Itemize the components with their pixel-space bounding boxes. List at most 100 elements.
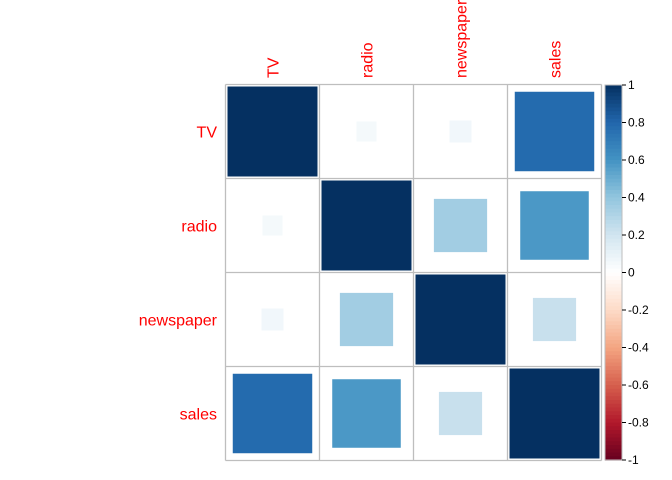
colorbar-segment: [605, 377, 622, 382]
cell-tv-newspaper: [449, 120, 472, 143]
colorbar-segment: [605, 385, 622, 390]
colorbar-segment: [605, 418, 622, 424]
colorbar-segment: [605, 148, 622, 154]
colorbar-segment: [605, 257, 622, 262]
row-label-radio: radio: [181, 219, 217, 236]
colorbar-segment: [605, 216, 622, 221]
colorbar-segment: [605, 163, 622, 169]
colorbar-segment: [605, 313, 622, 319]
colorbar-tick-label: 0: [628, 266, 635, 280]
colorbar-segment: [605, 332, 622, 337]
colorbar-segment: [605, 445, 622, 450]
column-label-newspaper: newspaper: [454, 0, 471, 78]
colorbar-segment: [605, 103, 622, 109]
colorbar-segment: [605, 227, 622, 232]
colorbar-tick-label: -0.4: [628, 341, 649, 355]
colorbar-segment: [605, 325, 622, 330]
colorbar-segment: [605, 130, 622, 135]
colorbar-segment: [605, 422, 622, 427]
colorbar-segment: [605, 122, 622, 127]
colorbar-segment: [605, 456, 622, 461]
colorbar-segment: [605, 276, 622, 281]
row-label-tv: TV: [197, 125, 218, 142]
colorbar-segment: [605, 358, 622, 364]
colorbar-segment: [605, 167, 622, 172]
grid-lines: [224, 83, 603, 462]
row-label-newspaper: newspaper: [139, 313, 218, 330]
cell-tv-sales: [514, 91, 595, 172]
colorbar-segment: [605, 321, 622, 326]
colorbar-segment: [605, 287, 622, 292]
cell-radio-newspaper: [433, 198, 488, 253]
colorbar-segment: [605, 430, 622, 435]
colorbar-segment: [605, 317, 622, 322]
colorbar-segment: [605, 115, 622, 120]
colorbar-segment: [605, 426, 622, 431]
colorbar-segment: [605, 96, 622, 101]
colorbar: [604, 84, 623, 461]
colorbar-segment: [605, 437, 622, 442]
cell-radio-radio: [321, 180, 412, 271]
colorbar-segment: [605, 126, 622, 131]
colorbar-segment: [605, 310, 622, 315]
colorbar-segment: [605, 403, 622, 409]
colorbar-segment: [605, 100, 622, 105]
colorbar-segment: [605, 400, 622, 405]
colorbar-segment: [605, 171, 622, 176]
colorbar-segment: [605, 118, 622, 124]
colorbar-segment: [605, 175, 622, 180]
column-label-tv: TV: [266, 57, 283, 78]
colorbar-tick-label: 0.2: [628, 228, 645, 242]
colorbar-tick-label: 1: [628, 78, 635, 92]
colorbar-tick-label: -0.6: [628, 378, 649, 392]
colorbar-segment: [605, 137, 622, 142]
colorbar-segment: [605, 343, 622, 349]
colorbar-segment: [605, 373, 622, 379]
colorbar-segment: [605, 388, 622, 394]
colorbar-segment: [605, 141, 622, 146]
colorbar-segment: [605, 152, 622, 157]
colorbar-segment: [605, 366, 622, 371]
colorbar-segment: [605, 190, 622, 195]
correlation-cells: [227, 86, 600, 459]
colorbar-segment: [605, 107, 622, 112]
colorbar-segment: [605, 193, 622, 199]
cell-newspaper-tv: [261, 308, 284, 331]
colorbar-tick-label: -0.2: [628, 303, 649, 317]
colorbar-tick-label: 0.8: [628, 116, 645, 130]
colorbar-segment: [605, 355, 622, 360]
cell-newspaper-radio: [339, 292, 394, 347]
cell-newspaper-sales: [532, 297, 577, 342]
colorbar-segment: [605, 407, 622, 412]
row-labels: TV radio newspaper sales: [139, 125, 218, 424]
colorbar-segment: [605, 133, 622, 139]
colorbar-segment: [605, 223, 622, 229]
colorbar-segment: [605, 433, 622, 439]
colorbar-segment: [605, 283, 622, 289]
column-labels: TV radio newspaper sales: [266, 0, 565, 78]
colorbar-segment: [605, 441, 622, 446]
colorbar-segment: [605, 145, 622, 150]
colorbar-segment: [605, 302, 622, 307]
colorbar-segment: [605, 306, 622, 311]
colorbar-segment: [605, 298, 622, 304]
colorbar-segment: [605, 231, 622, 236]
cell-radio-sales: [520, 191, 589, 260]
colorbar-segment: [605, 381, 622, 386]
cell-sales-tv: [232, 373, 313, 454]
colorbar-ticks: 1 0.8 0.6 0.4 0.2 0 -0.2 -0.4 -0.6 -0.8 -1: [622, 78, 649, 467]
colorbar-segment: [605, 186, 622, 191]
colorbar-segment: [605, 336, 622, 341]
colorbar-segment: [605, 291, 622, 296]
colorbar-segment: [605, 280, 622, 285]
colorbar-segment: [605, 265, 622, 270]
colorbar-segment: [605, 250, 622, 255]
colorbar-segment: [605, 238, 622, 244]
colorbar-segment: [605, 208, 622, 214]
colorbar-segment: [605, 362, 622, 367]
colorbar-segment: [605, 328, 622, 334]
colorbar-segment: [605, 85, 622, 90]
colorbar-segment: [605, 448, 622, 454]
colorbar-segment: [605, 235, 622, 240]
